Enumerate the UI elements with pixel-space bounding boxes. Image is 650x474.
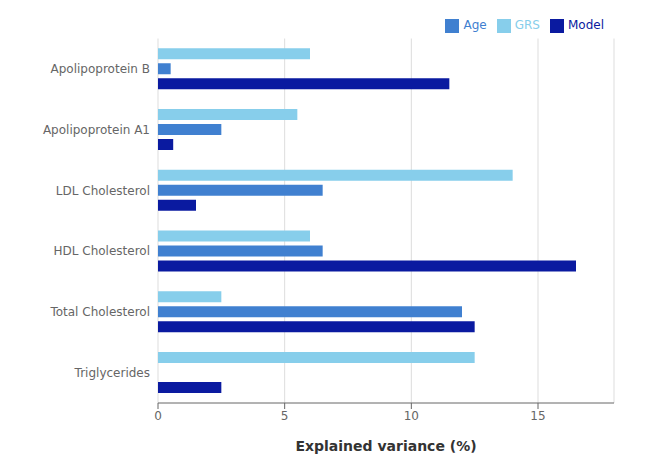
svg-text:15: 15	[530, 409, 545, 423]
svg-text:LDL Cholesterol: LDL Cholesterol	[56, 184, 150, 198]
svg-text:5: 5	[281, 409, 289, 423]
html-text:GRS: GRS	[514, 18, 540, 32]
svg-text:HDL Cholesterol: HDL Cholesterol	[54, 244, 151, 258]
svg-text:Apolipoprotein B: Apolipoprotein B	[51, 62, 151, 76]
svg-text:Explained variance (%): Explained variance (%)	[295, 438, 476, 454]
svg-text:Apolipoprotein A1: Apolipoprotein A1	[43, 123, 150, 137]
svg-text:Total Cholesterol: Total Cholesterol	[49, 305, 150, 319]
html-text:Model: Model	[568, 18, 604, 32]
svg-text:10: 10	[404, 409, 419, 423]
svg-text:Triglycerides: Triglycerides	[74, 366, 150, 380]
svg-text:0: 0	[154, 409, 162, 423]
html-text:Age: Age	[463, 18, 487, 32]
